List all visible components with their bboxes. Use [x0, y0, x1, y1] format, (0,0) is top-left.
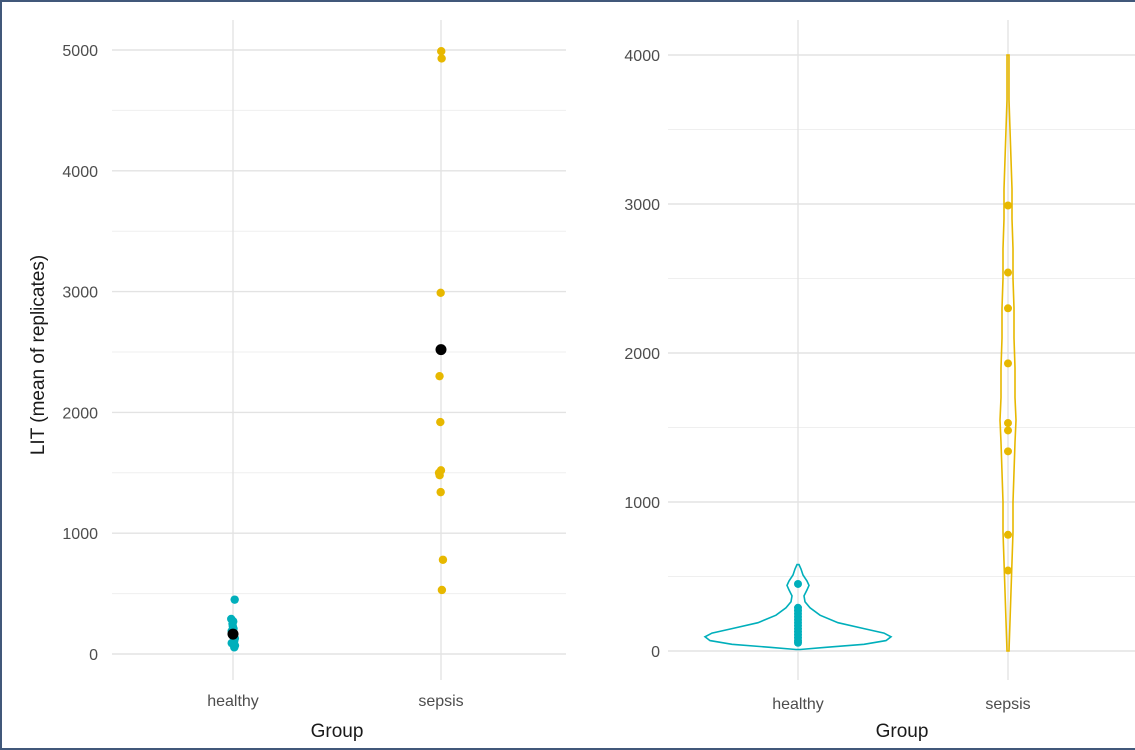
data-point	[436, 417, 445, 427]
x-tick-label: sepsis	[418, 693, 463, 710]
mean-point	[435, 344, 447, 356]
scatter-x-axis-title: Group	[311, 721, 364, 742]
violin-shapes	[703, 54, 1017, 652]
y-tick-label: 1000	[62, 526, 98, 543]
data-point	[1004, 426, 1012, 435]
data-point	[794, 638, 802, 647]
data-point	[437, 585, 447, 595]
y-tick-label: 1000	[624, 495, 660, 512]
y-tick-label: 4000	[62, 164, 98, 181]
violin-x-ticks: healthy sepsis	[772, 696, 1030, 713]
scatter-x-ticks: healthy sepsis	[207, 693, 463, 710]
data-point	[437, 54, 446, 63]
y-tick-label: 0	[651, 644, 660, 661]
x-tick-label: healthy	[772, 696, 824, 713]
scatter-y-axis-title: LIT (mean of replicates)	[28, 255, 49, 455]
violin-sepsis	[999, 54, 1017, 652]
data-point	[1004, 447, 1012, 456]
data-point	[1004, 359, 1012, 368]
data-point	[794, 579, 802, 588]
data-point	[1004, 201, 1012, 210]
data-point	[1004, 566, 1012, 575]
data-point	[1004, 530, 1012, 539]
violin-x-axis-title: Group	[876, 721, 929, 742]
data-point	[1004, 419, 1012, 428]
y-tick-label: 4000	[624, 48, 660, 65]
data-point	[438, 555, 448, 564]
y-tick-label: 3000	[624, 197, 660, 214]
y-tick-label: 3000	[62, 285, 98, 302]
y-tick-label: 2000	[62, 405, 98, 422]
data-point	[1004, 304, 1012, 313]
violin-panel: 0 1000 2000 3000 4000 healthy sepsis Group	[624, 20, 1135, 742]
violin-gridlines	[668, 20, 1135, 680]
data-point	[436, 288, 445, 298]
data-point	[230, 643, 239, 652]
y-tick-label: 5000	[62, 43, 98, 60]
data-point	[1004, 268, 1012, 277]
data-point	[436, 487, 445, 497]
y-tick-label: 2000	[624, 346, 660, 363]
scatter-y-ticks: 0 1000 2000 3000 4000 5000	[62, 43, 98, 664]
data-point	[435, 471, 444, 480]
violin-points	[794, 201, 1012, 647]
data-point	[230, 595, 239, 604]
x-tick-label: sepsis	[985, 696, 1030, 713]
data-point	[437, 47, 446, 56]
mean-point	[227, 628, 239, 640]
scatter-means	[227, 344, 447, 640]
y-tick-label: 0	[89, 647, 98, 664]
violin-y-ticks: 0 1000 2000 3000 4000	[624, 48, 660, 661]
scatter-panel: 0 1000 2000 3000 4000 5000 healthy sepsis Grou…	[28, 20, 566, 742]
scatter-gridlines	[112, 20, 566, 680]
scatter-points	[227, 47, 448, 652]
data-point	[435, 371, 444, 381]
violin-healthy	[703, 563, 893, 651]
x-tick-label: healthy	[207, 693, 259, 710]
